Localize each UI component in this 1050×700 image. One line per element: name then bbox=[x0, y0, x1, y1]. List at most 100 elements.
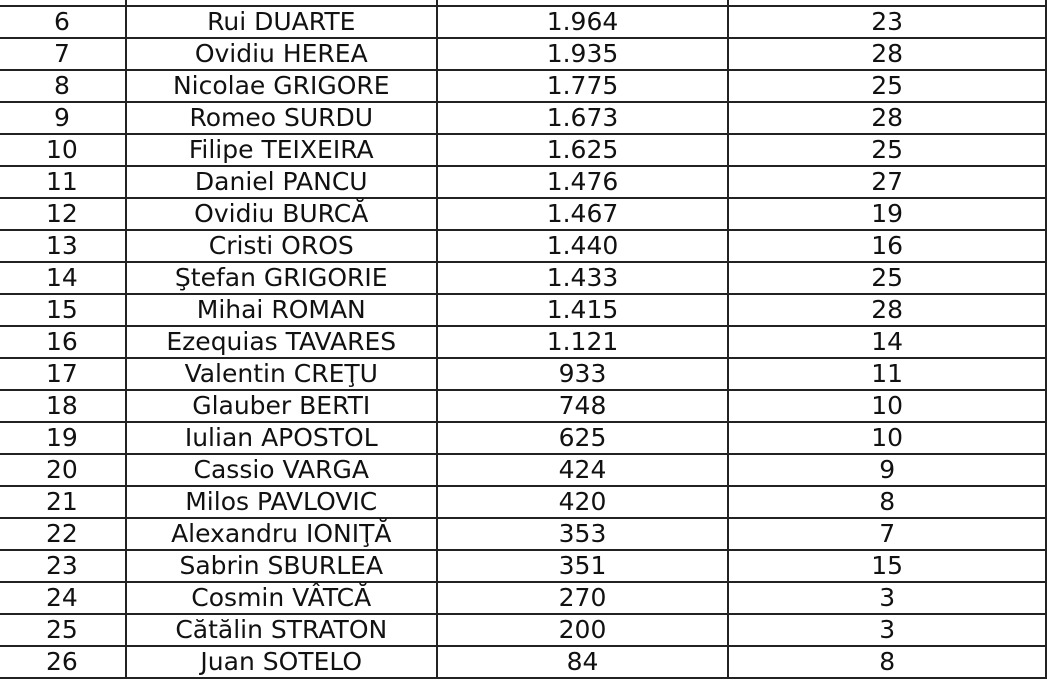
table-row: 16 Ezequias TAVARES 1.121 14 bbox=[0, 325, 1047, 359]
rank-cell: 20 bbox=[0, 453, 127, 487]
player-name-cell: Rui DUARTE bbox=[124, 5, 438, 39]
rank-cell: 19 bbox=[0, 421, 127, 455]
player-name-cell: Alexandru IONIŢĂ bbox=[124, 517, 438, 551]
table-row: 20 Cassio VARGA 424 9 bbox=[0, 453, 1047, 487]
value-cell: 748 bbox=[435, 389, 730, 423]
rank-cell: 8 bbox=[0, 69, 127, 103]
player-name-cell: Ovidiu BURCĂ bbox=[124, 197, 438, 231]
player-name-cell: Mihai ROMAN bbox=[124, 293, 438, 327]
table-row: 13 Cristi OROS 1.440 16 bbox=[0, 229, 1047, 263]
value-cell: 933 bbox=[435, 357, 730, 391]
table-row: 14 Ştefan GRIGORIE 1.433 25 bbox=[0, 261, 1047, 295]
count-cell: 8 bbox=[727, 645, 1047, 679]
value-cell: 1.673 bbox=[435, 101, 730, 135]
count-cell: 11 bbox=[727, 357, 1047, 391]
count-cell: 27 bbox=[727, 165, 1047, 199]
value-cell: 1.775 bbox=[435, 69, 730, 103]
player-name-cell: Cosmin VÂTCĂ bbox=[124, 581, 438, 615]
count-cell: 7 bbox=[727, 517, 1047, 551]
value-cell: 1.121 bbox=[435, 325, 730, 359]
table-row: 9 Romeo SURDU 1.673 28 bbox=[0, 101, 1047, 135]
player-name-cell: Sabrin SBURLEA bbox=[124, 549, 438, 583]
rank-cell: 22 bbox=[0, 517, 127, 551]
rank-cell: 25 bbox=[0, 613, 127, 647]
rank-cell: 24 bbox=[0, 581, 127, 615]
rank-cell: 17 bbox=[0, 357, 127, 391]
table-row: 11 Daniel PANCU 1.476 27 bbox=[0, 165, 1047, 199]
value-cell: 420 bbox=[435, 485, 730, 519]
rank-cell: 21 bbox=[0, 485, 127, 519]
player-name-cell: Valentin CREŢU bbox=[124, 357, 438, 391]
rank-cell: 12 bbox=[0, 197, 127, 231]
player-name-cell: Nicolae GRIGORE bbox=[124, 69, 438, 103]
count-cell: 15 bbox=[727, 549, 1047, 583]
count-cell bbox=[727, 0, 1047, 7]
table-row bbox=[0, 0, 1047, 7]
count-cell: 28 bbox=[727, 293, 1047, 327]
player-name-cell: Romeo SURDU bbox=[124, 101, 438, 135]
value-cell: 353 bbox=[435, 517, 730, 551]
rank-cell: 6 bbox=[0, 5, 127, 39]
table-row: 26 Juan SOTELO 84 8 bbox=[0, 645, 1047, 679]
table-row: 8 Nicolae GRIGORE 1.775 25 bbox=[0, 69, 1047, 103]
table-row: 24 Cosmin VÂTCĂ 270 3 bbox=[0, 581, 1047, 615]
count-cell: 23 bbox=[727, 5, 1047, 39]
count-cell: 3 bbox=[727, 581, 1047, 615]
table-row: 10 Filipe TEIXEIRA 1.625 25 bbox=[0, 133, 1047, 167]
rank-cell: 16 bbox=[0, 325, 127, 359]
table-row: 12 Ovidiu BURCĂ 1.467 19 bbox=[0, 197, 1047, 231]
value-cell bbox=[435, 0, 730, 7]
table-row: 23 Sabrin SBURLEA 351 15 bbox=[0, 549, 1047, 583]
rank-cell: 18 bbox=[0, 389, 127, 423]
player-name-cell: Juan SOTELO bbox=[124, 645, 438, 679]
rank-cell: 9 bbox=[0, 101, 127, 135]
value-cell: 270 bbox=[435, 581, 730, 615]
count-cell: 14 bbox=[727, 325, 1047, 359]
count-cell: 9 bbox=[727, 453, 1047, 487]
table-row: 7 Ovidiu HEREA 1.935 28 bbox=[0, 37, 1047, 71]
rank-cell: 15 bbox=[0, 293, 127, 327]
value-cell: 1.440 bbox=[435, 229, 730, 263]
player-name-cell: Cătălin STRATON bbox=[124, 613, 438, 647]
count-cell: 28 bbox=[727, 101, 1047, 135]
player-name-cell: Filipe TEIXEIRA bbox=[124, 133, 438, 167]
rank-cell: 26 bbox=[0, 645, 127, 679]
value-cell: 1.415 bbox=[435, 293, 730, 327]
value-cell: 1.964 bbox=[435, 5, 730, 39]
table-row: 15 Mihai ROMAN 1.415 28 bbox=[0, 293, 1047, 327]
rank-cell: 11 bbox=[0, 165, 127, 199]
table-row: 17 Valentin CREŢU 933 11 bbox=[0, 357, 1047, 391]
rank-cell: 14 bbox=[0, 261, 127, 295]
rank-cell: 13 bbox=[0, 229, 127, 263]
player-name-cell: Ezequias TAVARES bbox=[124, 325, 438, 359]
rank-cell: 23 bbox=[0, 549, 127, 583]
value-cell: 84 bbox=[435, 645, 730, 679]
count-cell: 25 bbox=[727, 133, 1047, 167]
table-row: 22 Alexandru IONIŢĂ 353 7 bbox=[0, 517, 1047, 551]
table-row: 18 Glauber BERTI 748 10 bbox=[0, 389, 1047, 423]
count-cell: 25 bbox=[727, 261, 1047, 295]
count-cell: 8 bbox=[727, 485, 1047, 519]
player-name-cell: Ovidiu HEREA bbox=[124, 37, 438, 71]
table-body: 6 Rui DUARTE 1.964 23 7 Ovidiu HEREA 1.935 28 8 N… bbox=[0, 0, 1047, 679]
count-cell: 28 bbox=[727, 37, 1047, 71]
player-name-cell: Cassio VARGA bbox=[124, 453, 438, 487]
value-cell: 625 bbox=[435, 421, 730, 455]
value-cell: 1.433 bbox=[435, 261, 730, 295]
table-row: 25 Cătălin STRATON 200 3 bbox=[0, 613, 1047, 647]
count-cell: 3 bbox=[727, 613, 1047, 647]
value-cell: 1.476 bbox=[435, 165, 730, 199]
player-stats-table: 6 Rui DUARTE 1.964 23 7 Ovidiu HEREA 1.935 28 8 N… bbox=[0, 0, 1047, 679]
table-row: 19 Iulian APOSTOL 625 10 bbox=[0, 421, 1047, 455]
count-cell: 10 bbox=[727, 421, 1047, 455]
rank-cell bbox=[0, 0, 127, 7]
player-name-cell: Daniel PANCU bbox=[124, 165, 438, 199]
player-name-cell: Cristi OROS bbox=[124, 229, 438, 263]
value-cell: 1.467 bbox=[435, 197, 730, 231]
count-cell: 16 bbox=[727, 229, 1047, 263]
player-name-cell bbox=[124, 0, 438, 7]
count-cell: 19 bbox=[727, 197, 1047, 231]
count-cell: 10 bbox=[727, 389, 1047, 423]
table-row: 21 Milos PAVLOVIC 420 8 bbox=[0, 485, 1047, 519]
rank-cell: 7 bbox=[0, 37, 127, 71]
